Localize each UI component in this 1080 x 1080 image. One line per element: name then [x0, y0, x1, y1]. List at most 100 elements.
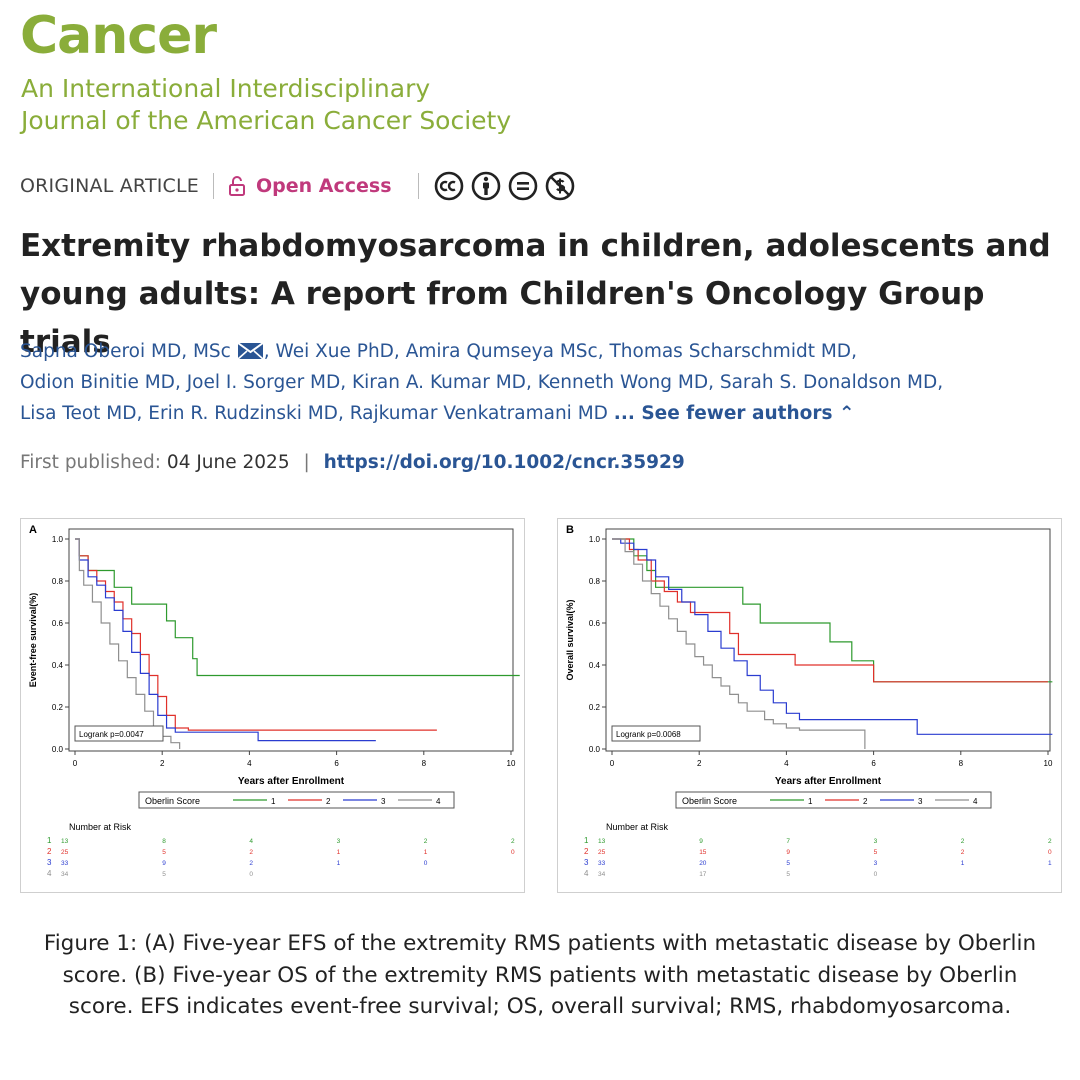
cc-icon — [434, 171, 463, 201]
published-label: First published: — [20, 452, 162, 473]
risk-count: 0 — [1048, 849, 1052, 856]
author-sep: , — [263, 341, 270, 362]
risk-count: 9 — [162, 860, 166, 867]
author-link[interactable]: Amira Qumseya MSc — [405, 341, 598, 362]
publication-info: First published: 04 June 2025 | https://… — [20, 452, 685, 473]
y-tick-label: 0.0 — [52, 745, 64, 754]
logrank-box: Logrank p=0.0068 — [611, 725, 701, 742]
author-link[interactable]: Sarah S. Donaldson MD — [719, 372, 938, 393]
risk-count: 9 — [699, 838, 703, 845]
y-tick-label: 0.2 — [589, 703, 601, 712]
risk-count: 9 — [786, 849, 790, 856]
panel-label: B — [566, 524, 574, 536]
x-tick-label: 10 — [1044, 759, 1053, 768]
doi-link[interactable]: https://doi.org/10.1002/cncr.35929 — [323, 452, 685, 473]
x-tick-label: 0 — [610, 759, 615, 768]
meta-divider — [213, 173, 215, 199]
open-access-badge[interactable]: Open Access — [228, 175, 392, 197]
legend-title: Oberlin Score — [145, 796, 200, 806]
author-link[interactable]: Sapna Oberoi MD, MSc — [20, 341, 231, 362]
y-tick-label: 0.6 — [589, 619, 601, 628]
risk-count: 2 — [961, 838, 965, 845]
series-2-line — [75, 538, 437, 731]
author-list: Sapna Oberoi MD, MSc , Wei Xue PhD, Amir… — [20, 341, 944, 424]
figure-panel-b: B 0.0 0.2 0.4 0.6 0.8 1.0 0 2 4 6 8 10 Overall surviv… — [557, 518, 1062, 893]
author-link[interactable]: Odion Binitie MD — [20, 372, 175, 393]
author-link[interactable]: Erin R. Rudzinski MD — [148, 403, 338, 424]
figure-caption: Figure 1: (A) Five-year EFS of the extre… — [43, 931, 1037, 1019]
author-link[interactable]: Lisa Teot MD — [20, 403, 137, 424]
y-tick-label: 0.2 — [52, 703, 64, 712]
legend: Oberlin Score 1 2 3 4 — [675, 791, 992, 809]
legend-label-3: 3 — [381, 797, 386, 806]
panel-label: A — [29, 524, 37, 536]
risk-row-label-1: 1 — [584, 836, 589, 845]
risk-count: 1 — [424, 849, 428, 856]
risk-count: 3 — [874, 838, 878, 845]
y-tick-label: 0.8 — [589, 577, 601, 586]
risk-count: 3 — [337, 838, 341, 845]
risk-count: 25 — [61, 849, 69, 856]
article-meta-row: ORIGINAL ARTICLE Open Access — [20, 170, 576, 202]
published-date: 04 June 2025 — [166, 452, 290, 473]
x-tick-label: 10 — [507, 759, 516, 768]
author-link[interactable]: Kenneth Wong MD — [537, 372, 709, 393]
risk-count: 8 — [162, 838, 166, 845]
plot-frame — [68, 528, 514, 752]
legend-label-4: 4 — [436, 797, 441, 806]
risk-count: 2 — [249, 860, 253, 867]
y-axis-label: Overall survival(%) — [565, 599, 575, 680]
author-link[interactable]: Wei Xue PhD — [275, 341, 394, 362]
risk-row-label-4: 4 — [47, 869, 52, 878]
risk-count: 2 — [1048, 838, 1052, 845]
risk-count: 33 — [598, 860, 606, 867]
risk-count: 0 — [874, 871, 878, 878]
license-icons[interactable] — [433, 170, 576, 202]
open-lock-icon — [229, 176, 246, 196]
risk-count: 0 — [511, 849, 515, 856]
see-fewer-authors-button[interactable]: ... See fewer authors ⌃ — [614, 403, 855, 424]
risk-count: 0 — [424, 860, 428, 867]
risk-count: 1 — [337, 860, 341, 867]
risk-count: 25 — [598, 849, 606, 856]
risk-row-label-3: 3 — [584, 858, 589, 867]
series-3-line — [75, 538, 376, 742]
article-type: ORIGINAL ARTICLE — [20, 175, 200, 197]
plot-frame — [605, 528, 1051, 752]
logrank-frame — [74, 725, 164, 742]
x-tick-label: 8 — [959, 759, 964, 768]
risk-count: 2 — [961, 849, 965, 856]
journal-subtitle-line2: Journal of the American Cancer Society — [21, 106, 512, 135]
email-icon[interactable] — [237, 341, 264, 360]
see-fewer-label: ... See fewer authors — [613, 403, 833, 424]
risk-count: 5 — [786, 860, 790, 867]
y-tick-label: 1.0 — [589, 535, 601, 544]
published-separator: | — [303, 452, 310, 473]
series-1-line — [612, 538, 1053, 683]
risk-row-label-3: 3 — [47, 858, 52, 867]
legend-label-1: 1 — [808, 797, 813, 806]
y-axis-label: Event-free survival(%) — [28, 593, 38, 688]
x-tick-label: 0 — [73, 759, 78, 768]
journal-name[interactable]: Cancer — [20, 6, 217, 66]
risk-row-label-1: 1 — [47, 836, 52, 845]
x-axis-label: Years after Enrollment — [238, 776, 345, 787]
author-link[interactable]: Rajkumar Venkatramani MD — [349, 403, 608, 424]
author-link[interactable]: Kiran A. Kumar MD — [352, 372, 526, 393]
x-tick-label: 2 — [160, 759, 165, 768]
risk-count: 15 — [699, 849, 707, 856]
nc-icon — [545, 171, 574, 201]
risk-row-label-4: 4 — [584, 869, 589, 878]
author-link[interactable]: Joel I. Sorger MD — [186, 372, 341, 393]
risk-count: 34 — [598, 871, 606, 878]
risk-count: 3 — [874, 860, 878, 867]
figure-panel-a: A 0.0 0.2 0.4 0.6 0.8 1.0 0 2 4 6 8 10 Event-free sur… — [20, 518, 525, 893]
x-tick-label: 4 — [247, 759, 252, 768]
y-tick-label: 0.4 — [589, 661, 601, 670]
author-link[interactable]: Thomas Scharschmidt MD — [609, 341, 852, 362]
x-tick-label: 4 — [784, 759, 789, 768]
legend-label-2: 2 — [326, 797, 331, 806]
chevron-up-icon: ⌃ — [838, 403, 855, 424]
risk-row-label-2: 2 — [584, 847, 589, 856]
